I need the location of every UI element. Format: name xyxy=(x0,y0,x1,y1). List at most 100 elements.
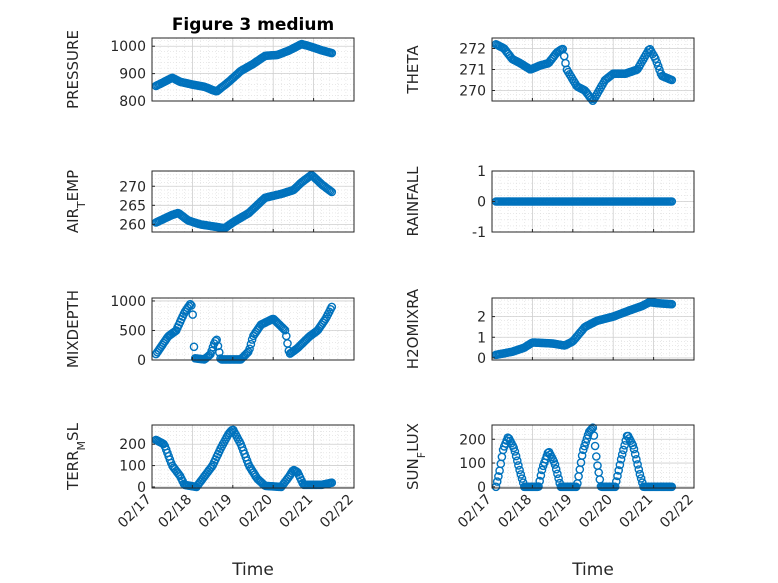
y-tick-label: 200 xyxy=(459,432,486,448)
data-point xyxy=(581,438,591,447)
y-tick-label: 265 xyxy=(119,198,146,214)
y-axis-label: MIXDEPTH xyxy=(64,290,82,368)
y-tick-label: 0 xyxy=(477,195,486,211)
subplot-row3-left: 0 500 1000 MIXDEPTH xyxy=(64,290,355,369)
data-point xyxy=(579,445,588,455)
y-tick-label: 900 xyxy=(119,67,146,83)
axes-box xyxy=(491,297,695,361)
x-axis-label: Time xyxy=(231,560,274,580)
data-point xyxy=(511,451,521,461)
data-point xyxy=(326,186,335,196)
data-point xyxy=(278,323,287,333)
data-point xyxy=(619,445,628,455)
axes-box xyxy=(491,424,695,489)
axes-box xyxy=(151,297,355,361)
y-tick-label: 500 xyxy=(119,323,146,339)
data-point xyxy=(517,474,527,483)
data-point xyxy=(327,478,337,488)
data-point xyxy=(213,341,223,351)
data-point xyxy=(516,470,526,479)
y-axis-label: RAINFALL xyxy=(404,166,422,237)
y-tick-label: 0 xyxy=(477,351,486,367)
data-point xyxy=(592,452,601,461)
y-axis-label: PRESSURE xyxy=(64,30,82,109)
y-tick-label: 1000 xyxy=(110,294,146,310)
data-point xyxy=(612,477,621,486)
data-point xyxy=(327,48,337,58)
data-point xyxy=(242,348,252,358)
data-point xyxy=(550,460,560,469)
y-axis-label: TERRMSL xyxy=(64,422,88,491)
data-point xyxy=(617,450,627,459)
data-point xyxy=(514,461,523,470)
data-point xyxy=(653,61,663,71)
y-tick-label: 0 xyxy=(137,353,146,369)
data-point xyxy=(636,474,646,483)
data-point xyxy=(537,465,547,475)
data-point xyxy=(185,299,195,309)
data-point xyxy=(319,316,329,326)
data-point xyxy=(214,347,224,357)
data-point xyxy=(610,482,620,492)
y-tick-label: 0 xyxy=(477,480,486,496)
data-point xyxy=(327,187,337,197)
y-tick-label: 1 xyxy=(477,330,486,346)
data-point xyxy=(509,443,519,453)
data-point xyxy=(492,477,502,486)
x-axis-label: Time xyxy=(571,560,614,580)
data-point xyxy=(632,454,641,464)
data-point xyxy=(189,342,199,352)
data-point xyxy=(513,456,522,466)
y-tick-label: -1 xyxy=(472,225,486,241)
data-point xyxy=(187,301,196,310)
y-axis-label: THETA xyxy=(404,45,422,95)
data-point xyxy=(212,335,221,345)
y-tick-label: 1 xyxy=(477,164,486,180)
y-tick-label: 2 xyxy=(477,310,486,326)
y-tick-label: 271 xyxy=(459,63,486,79)
data-point xyxy=(535,476,545,486)
data-point xyxy=(305,171,315,181)
data-point xyxy=(588,423,598,433)
data-point xyxy=(551,464,561,474)
data-point xyxy=(280,325,290,335)
subplot-row2-left: 260 265 270 AIRTEMP xyxy=(64,170,355,233)
y-axis-label: H2OMIXRA xyxy=(404,288,422,369)
y-tick-label: 800 xyxy=(119,94,146,110)
data-point xyxy=(494,472,503,481)
data-point xyxy=(590,441,600,451)
subplot-row2-right: -1 0 1 RAINFALL xyxy=(404,164,695,241)
data-point xyxy=(667,299,677,309)
y-tick-label: 270 xyxy=(459,84,486,100)
data-point xyxy=(667,197,677,206)
data-point xyxy=(633,460,642,469)
y-tick-label: 200 xyxy=(119,437,146,453)
data-point xyxy=(635,469,645,479)
data-point xyxy=(188,310,197,319)
data-point xyxy=(534,482,543,491)
data-point xyxy=(174,469,184,479)
data-point xyxy=(515,465,524,475)
y-tick-label: 100 xyxy=(459,456,486,472)
subplot-row3-right: 0 1 2 H2OMIXRA xyxy=(404,288,695,369)
data-point xyxy=(628,440,638,450)
data-point xyxy=(629,444,639,454)
data-point xyxy=(245,344,254,354)
data-point xyxy=(587,94,596,104)
axes-box xyxy=(151,170,355,233)
axes-box xyxy=(151,424,355,489)
data-point xyxy=(667,75,677,85)
data-point xyxy=(613,471,622,481)
data-point xyxy=(652,58,662,67)
data-point xyxy=(630,449,640,459)
data-point xyxy=(577,451,587,460)
data-point xyxy=(510,447,520,456)
data-point xyxy=(554,474,563,483)
data-point xyxy=(667,482,677,492)
data-point xyxy=(615,460,625,470)
data-point xyxy=(536,471,546,480)
data-point xyxy=(614,466,624,475)
axes-box xyxy=(151,37,355,102)
subplot-top-left: 800 900 1000 PRESSURE Figure 3 medium xyxy=(64,15,355,110)
